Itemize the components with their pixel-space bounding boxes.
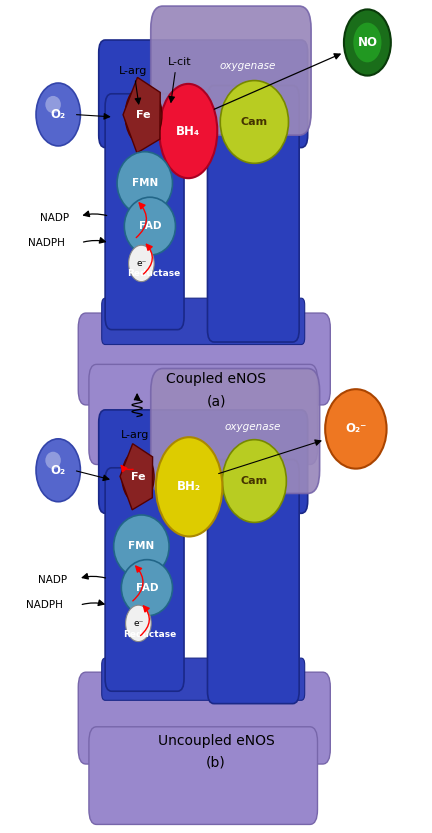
Text: NADP: NADP (40, 213, 69, 223)
Ellipse shape (129, 245, 154, 282)
Ellipse shape (36, 439, 80, 501)
Ellipse shape (45, 451, 61, 469)
Text: L-cit: L-cit (168, 57, 191, 67)
Ellipse shape (121, 560, 172, 616)
FancyBboxPatch shape (207, 86, 299, 342)
Ellipse shape (220, 81, 289, 163)
Text: O₂: O₂ (51, 108, 66, 121)
Text: Cam: Cam (241, 476, 268, 486)
Text: NADPH: NADPH (26, 600, 64, 610)
Ellipse shape (114, 515, 169, 578)
Text: O₂⁻: O₂⁻ (345, 422, 367, 436)
Text: FAD: FAD (139, 222, 161, 232)
Ellipse shape (117, 152, 172, 215)
Text: FAD: FAD (136, 583, 158, 593)
FancyBboxPatch shape (78, 672, 330, 764)
Text: BH₂: BH₂ (177, 481, 201, 493)
Ellipse shape (353, 22, 381, 62)
Ellipse shape (126, 605, 151, 641)
FancyBboxPatch shape (89, 364, 318, 465)
Text: Coupled eNOS: Coupled eNOS (166, 372, 266, 387)
Text: Uncoupled eNOS: Uncoupled eNOS (158, 734, 274, 748)
FancyBboxPatch shape (99, 40, 308, 147)
Ellipse shape (122, 451, 154, 503)
Text: FMN: FMN (128, 541, 155, 551)
Text: L-arg: L-arg (119, 66, 147, 76)
Text: e⁻: e⁻ (133, 619, 143, 628)
FancyBboxPatch shape (78, 313, 330, 405)
Text: O₂: O₂ (51, 464, 66, 476)
Text: BH₄: BH₄ (176, 124, 200, 137)
Text: Fe: Fe (131, 472, 145, 482)
FancyBboxPatch shape (102, 298, 305, 345)
FancyBboxPatch shape (105, 94, 184, 330)
Text: e⁻: e⁻ (136, 259, 146, 268)
FancyBboxPatch shape (151, 368, 320, 493)
Text: L-arg: L-arg (121, 430, 149, 440)
Text: Reductase: Reductase (123, 630, 177, 639)
Text: Fe: Fe (136, 110, 151, 120)
Text: oxygenase: oxygenase (224, 422, 281, 432)
Text: oxygenase: oxygenase (219, 62, 276, 72)
Text: NO: NO (357, 36, 378, 49)
Ellipse shape (156, 437, 222, 536)
Ellipse shape (45, 96, 61, 113)
FancyBboxPatch shape (105, 468, 184, 691)
Ellipse shape (325, 389, 387, 469)
Text: (b): (b) (206, 756, 226, 770)
Text: Cam: Cam (241, 117, 268, 127)
Text: NADP: NADP (38, 576, 67, 586)
Ellipse shape (344, 9, 391, 76)
FancyBboxPatch shape (89, 726, 318, 825)
Text: Reductase: Reductase (127, 269, 180, 278)
FancyBboxPatch shape (151, 6, 311, 135)
Text: FMN: FMN (132, 178, 158, 188)
FancyBboxPatch shape (99, 410, 308, 513)
Ellipse shape (222, 440, 286, 522)
FancyBboxPatch shape (207, 460, 299, 704)
Ellipse shape (159, 84, 217, 178)
Text: (a): (a) (206, 395, 226, 409)
Ellipse shape (124, 197, 175, 255)
Ellipse shape (125, 86, 162, 145)
Text: NADPH: NADPH (28, 237, 65, 247)
FancyBboxPatch shape (102, 658, 305, 701)
Ellipse shape (36, 83, 80, 146)
